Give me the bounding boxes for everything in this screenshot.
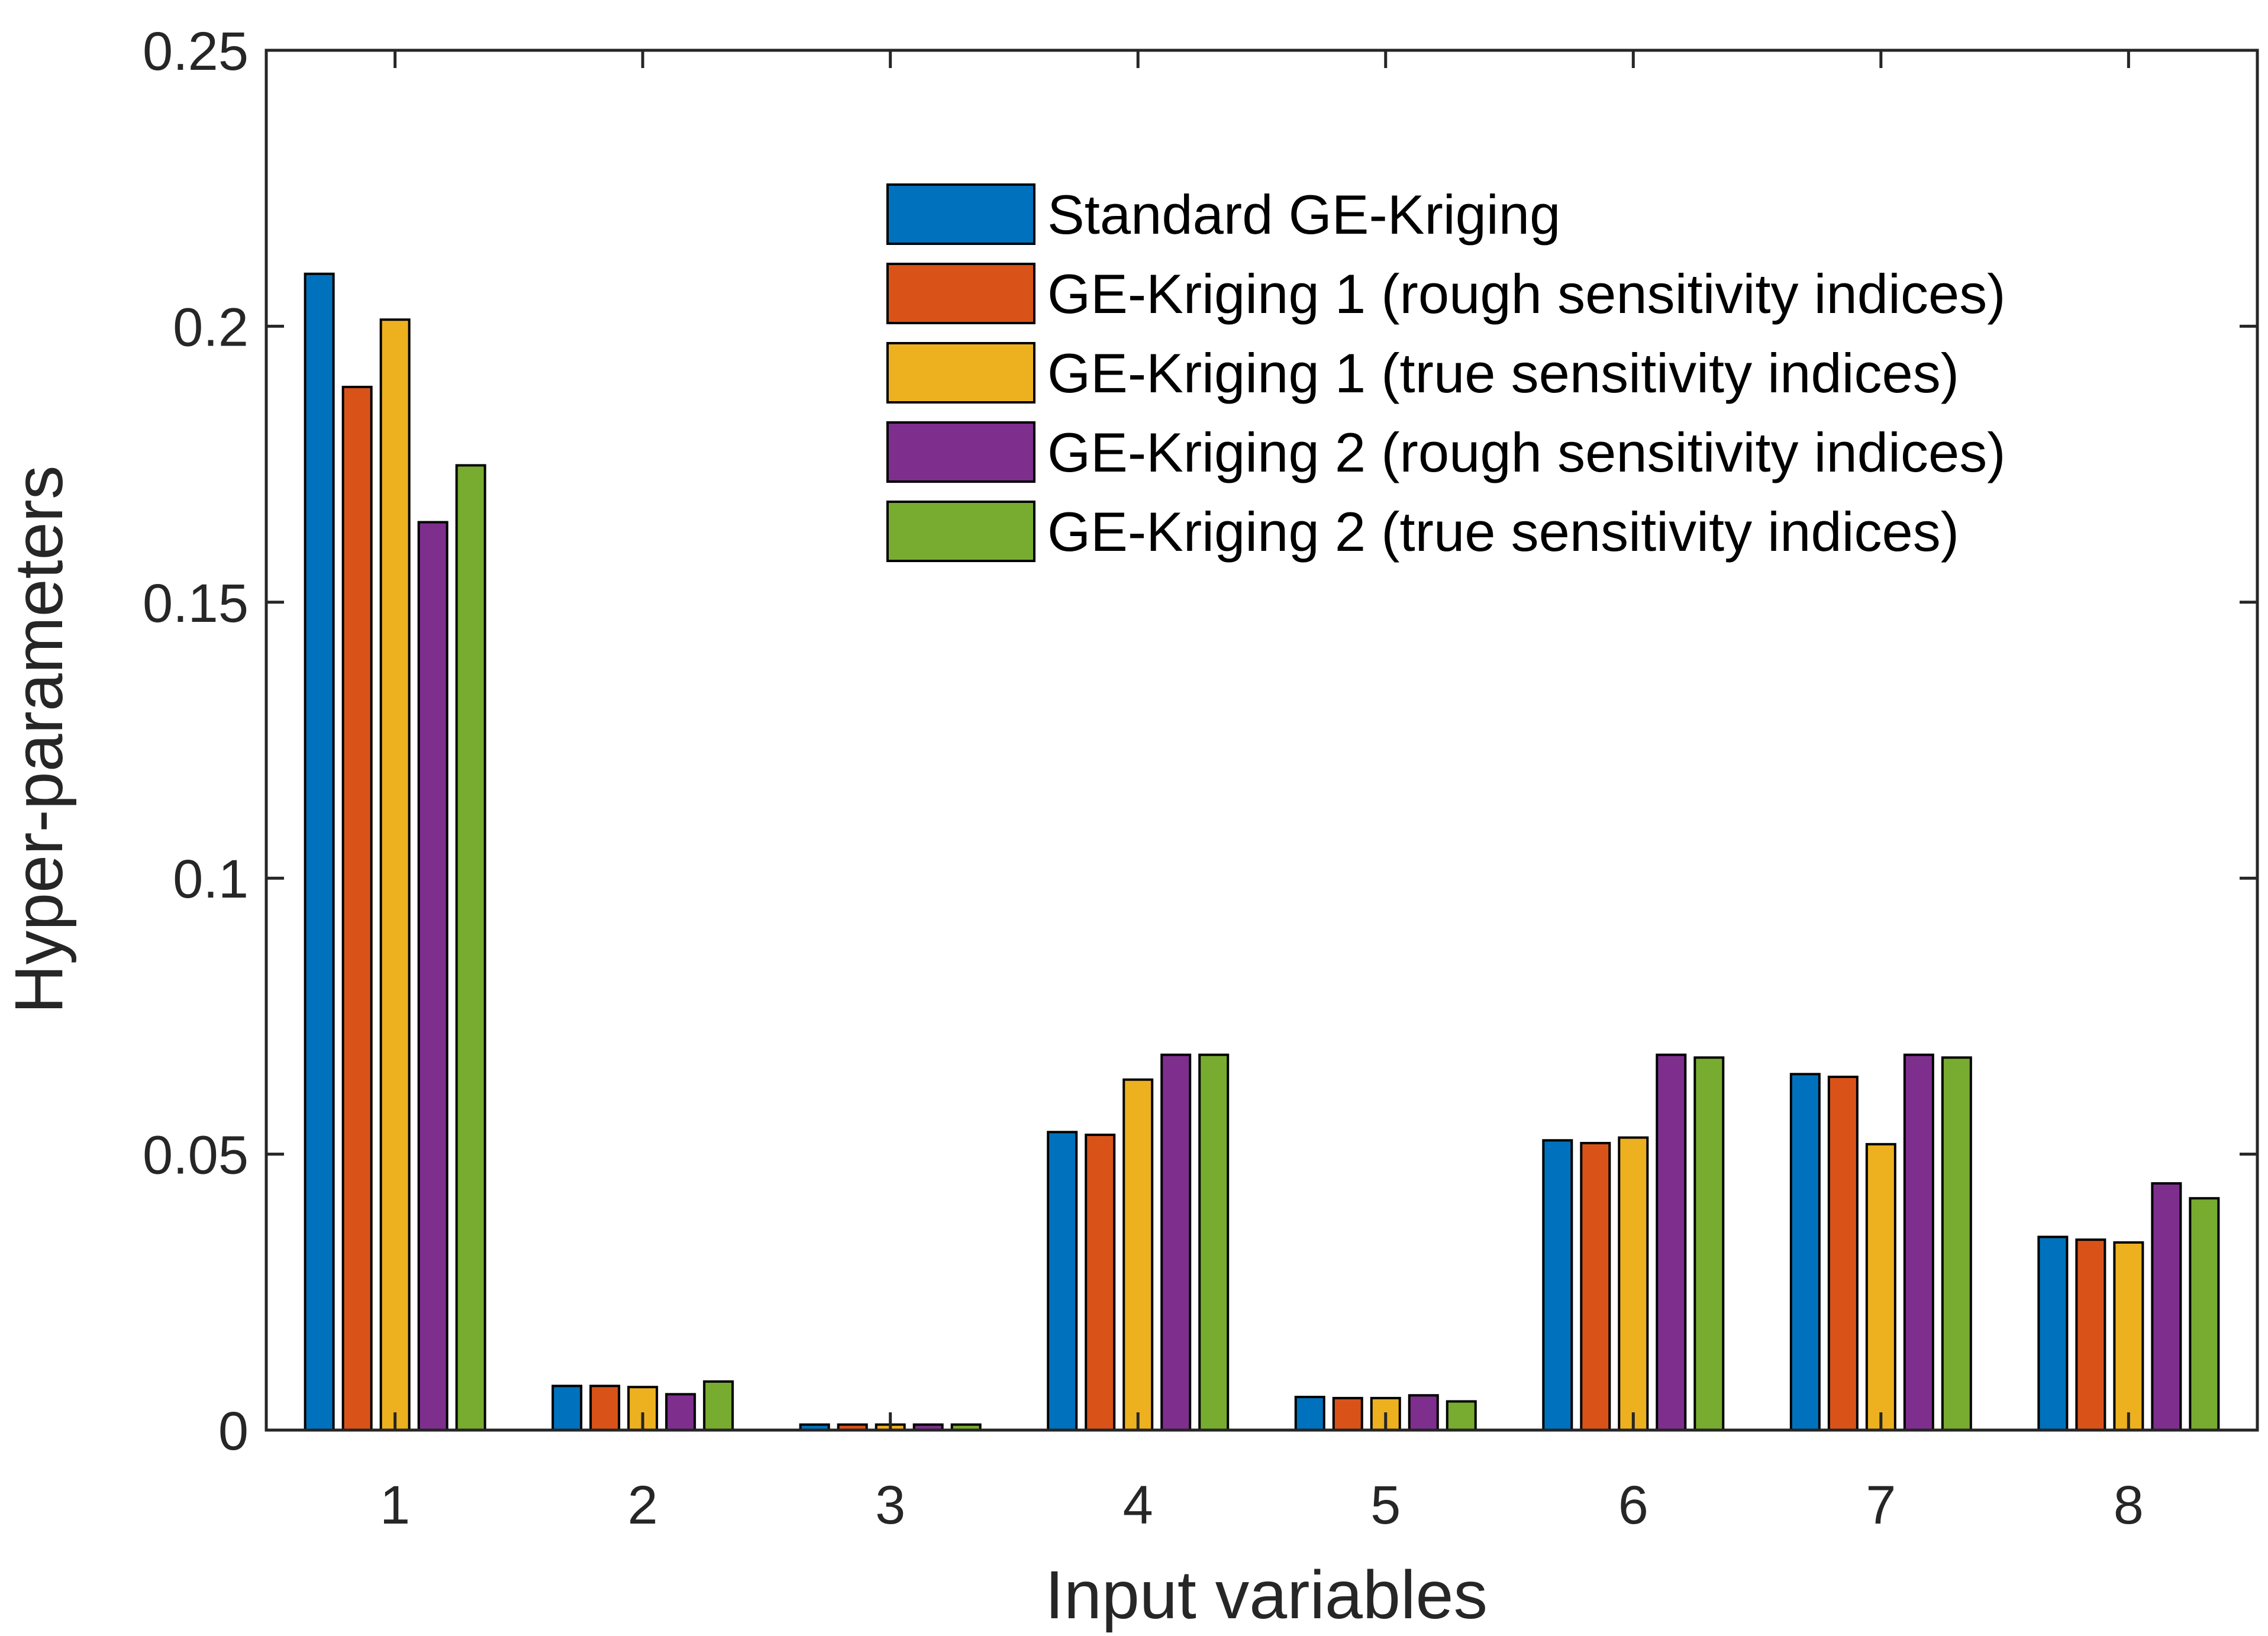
bar-series1-cat5: [1294, 1396, 1325, 1431]
x-tick-label: 2: [628, 1475, 658, 1535]
axes-layer: 0 0.05 0.1 0.15 0.2 0.25 1 2 3 4 5 6 7 8: [143, 21, 2259, 1535]
bar-series4-cat1: [417, 521, 449, 1432]
bar-series1-cat1: [304, 272, 335, 1431]
legend-swatch-series2: [886, 263, 1035, 324]
bar-series5-cat4: [1198, 1053, 1230, 1432]
bar-series2-cat4: [1085, 1133, 1116, 1432]
y-tick-label: 0.1: [173, 849, 249, 909]
y-tick-label: 0.15: [143, 573, 249, 634]
bar-series3-cat8: [2113, 1241, 2144, 1431]
x-tick-label: 5: [1370, 1475, 1401, 1535]
legend-swatch-series4: [886, 421, 1035, 483]
bar-series5-cat1: [455, 464, 486, 1431]
x-tick-label: 8: [2114, 1475, 2144, 1535]
legend-swatch-series5: [886, 501, 1035, 562]
bar-series1-cat7: [1789, 1073, 1821, 1431]
bar-series2-cat1: [341, 386, 373, 1431]
bar-series5-cat7: [1941, 1056, 1972, 1431]
y-tick-label: 0.2: [173, 297, 249, 357]
bar-series4-cat8: [2151, 1182, 2182, 1432]
y-axis-title: Hyper-parameters: [1, 466, 77, 1014]
legend-label-series4: GE-Kriging 2 (rough sensitivity indices): [1047, 421, 2006, 483]
bar-series4-cat6: [1656, 1053, 1687, 1432]
legend-label-series1: Standard GE-Kriging: [1047, 183, 1560, 246]
y-tick-label: 0: [218, 1401, 249, 1461]
x-tick-label: 3: [875, 1475, 905, 1535]
bar-series4-cat2: [665, 1393, 696, 1431]
bar-series1-cat2: [551, 1385, 583, 1431]
bar-series3-cat6: [1618, 1136, 1649, 1431]
x-tick-label: 6: [1618, 1475, 1648, 1535]
bar-series2-cat5: [1332, 1396, 1363, 1432]
bar-series4-cat7: [1903, 1053, 1934, 1432]
bar-series1-cat4: [1047, 1131, 1078, 1431]
bar-series1-cat6: [1542, 1139, 1573, 1432]
x-tick-label: 1: [380, 1475, 410, 1535]
y-tick-label: 0.05: [143, 1125, 249, 1186]
x-tick-label: 4: [1123, 1475, 1153, 1535]
legend-swatch-series1: [886, 183, 1035, 245]
legend-label-series5: GE-Kriging 2 (true sensitivity indices): [1047, 501, 1959, 563]
y-tick-label: 0.25: [143, 21, 249, 82]
bar-series5-cat6: [1693, 1056, 1725, 1431]
bar-series1-cat8: [2037, 1235, 2069, 1432]
bar-series5-cat2: [703, 1380, 734, 1431]
bar-series4-cat4: [1160, 1053, 1192, 1432]
bar-series3-cat7: [1865, 1143, 1896, 1431]
bar-series2-cat6: [1580, 1141, 1611, 1431]
legend: Standard GE-Kriging GE-Kriging 1 (rough s…: [886, 183, 2006, 563]
bar-series2-cat7: [1827, 1076, 1859, 1432]
legend-label-series3: GE-Kriging 1 (true sensitivity indices): [1047, 342, 1959, 404]
bar-series3-cat4: [1122, 1078, 1154, 1431]
x-axis-title: Input variables: [1045, 1557, 1488, 1633]
legend-swatch-series3: [886, 342, 1035, 404]
x-tick-label: 7: [1866, 1475, 1896, 1535]
bar-series2-cat8: [2075, 1238, 2106, 1432]
bar-series2-cat2: [589, 1385, 621, 1431]
bar-series5-cat8: [2189, 1197, 2220, 1431]
bar-series5-cat5: [1446, 1400, 1477, 1431]
bar-series3-cat1: [379, 318, 411, 1431]
plot-frame: [264, 49, 2259, 1432]
legend-label-series2: GE-Kriging 1 (rough sensitivity indices): [1047, 263, 2006, 325]
bar-series4-cat5: [1408, 1394, 1439, 1432]
